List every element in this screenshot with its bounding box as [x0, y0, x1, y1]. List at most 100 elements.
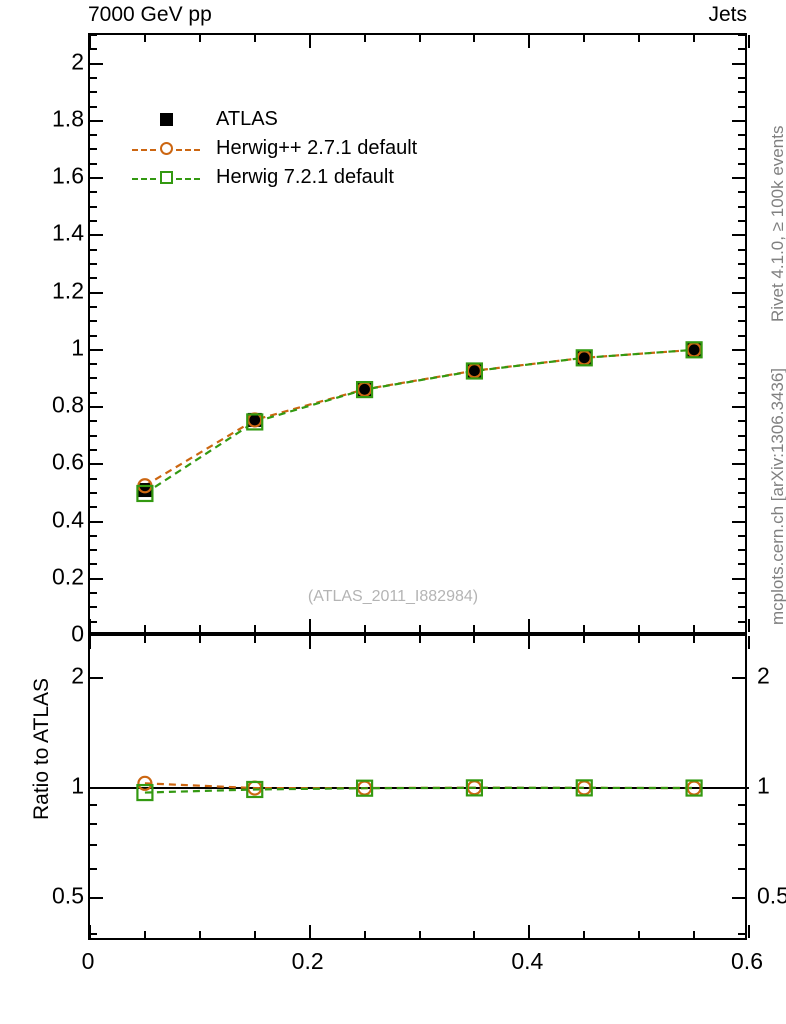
axis-tick: [732, 119, 745, 122]
axis-tick: [418, 625, 421, 632]
axis-tick: [90, 148, 97, 151]
axis-tick: [89, 636, 91, 649]
axis-tick: [732, 62, 745, 65]
axis-tick: [253, 931, 256, 938]
axis-tick: [90, 62, 103, 65]
data-marker-herwig7: [685, 341, 703, 359]
axis-tick: [90, 822, 97, 825]
series-line-1: [144, 348, 695, 487]
axis-tick: [473, 931, 476, 938]
axis-tick: [90, 843, 97, 846]
axis-tick: [738, 549, 745, 552]
axis-tick: [738, 162, 745, 165]
axis-tick: [90, 391, 97, 394]
axis-tick: [732, 463, 745, 466]
axis-tick: [583, 636, 586, 643]
axis-tick: [638, 636, 641, 643]
axis-tick: [738, 334, 745, 337]
x-tick-label: 0.4: [511, 948, 544, 974]
axis-tick: [90, 348, 103, 351]
axis-tick: [89, 619, 91, 632]
legend-entry-herwig7[interactable]: Herwig 7.2.1 default: [130, 163, 430, 192]
axis-tick: [90, 91, 97, 94]
axis-tick: [738, 248, 745, 251]
axis-tick: [90, 448, 97, 451]
legend-label-herwig7: Herwig 7.2.1 default: [216, 166, 394, 188]
axis-tick: [90, 577, 103, 580]
legend-entry-herwigpp[interactable]: Herwig++ 2.7.1 default: [130, 134, 430, 163]
mcplots-reference-caption: mcplots.cern.ch [arXiv:1306.3436]: [768, 367, 786, 625]
axis-tick: [583, 625, 586, 632]
axis-tick: [143, 35, 146, 42]
axis-tick: [308, 925, 311, 938]
axis-tick: [418, 931, 421, 938]
y-tick-label-main: 1.6: [52, 162, 84, 189]
axis-tick: [90, 262, 97, 265]
axis-tick: [732, 676, 745, 679]
ratio-marker-herwig7: [575, 779, 593, 797]
axis-tick: [738, 606, 745, 609]
data-marker-herwig7: [136, 484, 154, 503]
axis-tick: [90, 291, 103, 294]
y-tick-label-main: 0.4: [52, 506, 84, 533]
axis-tick: [738, 134, 745, 137]
axis-tick: [748, 925, 750, 938]
axis-tick: [90, 248, 97, 251]
axis-tick: [90, 592, 97, 595]
axis-tick: [90, 897, 103, 900]
axis-tick: [418, 636, 421, 643]
axis-tick: [738, 48, 745, 51]
legend-entry-atlas[interactable]: ATLAS: [130, 105, 430, 134]
ratio-marker-herwig7: [355, 779, 374, 797]
axis-tick: [198, 35, 201, 42]
axis-tick: [738, 420, 745, 423]
axis-tick: [90, 463, 103, 466]
axis-tick: [363, 625, 366, 632]
axis-tick: [748, 35, 750, 48]
axis-tick: [738, 822, 745, 825]
axis-tick: [90, 787, 103, 790]
axis-tick: [90, 620, 97, 623]
axis-tick: [418, 35, 421, 42]
rivet-version-caption: Rivet 4.1.0, ≥ 100k events: [768, 125, 786, 322]
axis-tick: [363, 636, 366, 643]
data-marker-herwig7: [246, 413, 264, 431]
axis-tick: [90, 76, 97, 79]
axis-tick: [363, 931, 366, 938]
axis-tick: [738, 220, 745, 223]
legend-label-herwigpp: Herwig++ 2.7.1 default: [216, 137, 418, 159]
analysis-id-watermark: (ATLAS_2011_I882984): [307, 588, 479, 605]
ratio-marker-herwig7: [465, 779, 484, 797]
axis-tick: [738, 803, 745, 806]
axis-tick: [90, 34, 97, 36]
data-marker-atlas: [687, 342, 702, 357]
axis-tick: [473, 636, 476, 643]
data-marker-atlas: [247, 412, 262, 427]
axis-tick: [90, 134, 97, 137]
y-tick-label-main: 1: [71, 334, 84, 361]
axis-tick: [732, 291, 745, 294]
axis-tick: [90, 406, 103, 409]
axis-tick: [738, 205, 745, 208]
y-tick-label-main: 1.8: [52, 105, 84, 132]
axis-tick: [253, 625, 256, 632]
y-tick-label-main: 1.2: [52, 277, 84, 304]
axis-tick: [90, 932, 97, 935]
y-tick-label-ratio-right: 2: [757, 662, 770, 689]
axis-tick: [253, 35, 256, 42]
axis-tick: [90, 334, 97, 337]
data-marker-atlas: [467, 364, 482, 379]
main-plot-panel: [88, 33, 750, 637]
axis-tick: [738, 620, 745, 623]
axis-tick: [90, 363, 97, 366]
data-marker-atlas: [357, 382, 372, 397]
axis-tick: [738, 506, 745, 509]
axis-tick: [738, 277, 745, 280]
y-tick-label-main: 1.4: [52, 219, 84, 246]
ratio-series-line-1: [144, 786, 695, 794]
y-tick-label-main: 0.8: [52, 391, 84, 418]
axis-tick: [738, 377, 745, 380]
axis-tick: [198, 636, 201, 643]
axis-tick: [253, 636, 256, 643]
